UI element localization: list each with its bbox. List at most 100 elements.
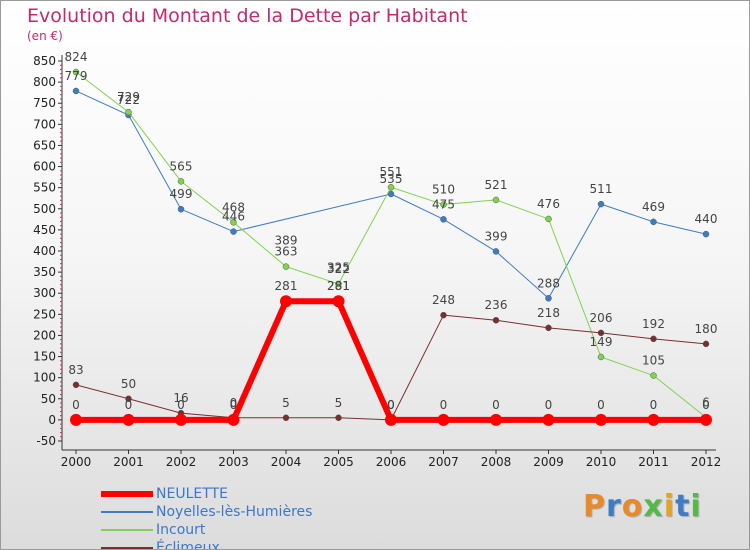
data-label: 511 <box>590 182 613 196</box>
x-tick-label: 2012 <box>691 455 722 469</box>
data-point <box>650 372 657 379</box>
y-tick-label: 600 <box>33 160 56 174</box>
y-tick-label: 450 <box>33 223 56 237</box>
data-point <box>700 413 712 426</box>
y-tick-label: 650 <box>33 138 56 152</box>
data-label: 0 <box>650 398 658 412</box>
y-tick-label: -50 <box>36 434 56 448</box>
data-point <box>227 413 240 426</box>
data-label: 322 <box>327 262 350 276</box>
data-label: 281 <box>275 279 298 293</box>
data-label: 218 <box>537 306 560 320</box>
x-tick-label: 2008 <box>481 455 512 469</box>
proxiti-logo: Proxiti <box>583 489 702 524</box>
data-point <box>440 201 447 208</box>
data-label: 729 <box>117 90 140 104</box>
data-label: 5 <box>282 396 290 410</box>
y-tick-label: 550 <box>33 181 56 195</box>
y-tick-label: 400 <box>33 244 56 258</box>
y-tick-label: 100 <box>33 371 56 385</box>
data-label: 0 <box>387 398 395 412</box>
data-label: 521 <box>485 178 508 192</box>
data-point <box>335 280 342 288</box>
y-tick-label: 350 <box>33 265 56 279</box>
logo-letter: i <box>690 489 702 524</box>
data-label: 389 <box>275 234 298 248</box>
y-tick-label: 50 <box>41 392 56 406</box>
data-point <box>70 413 82 426</box>
data-label: 0 <box>72 398 80 412</box>
chart-title: Evolution du Montant de la Dette par Hab… <box>27 5 468 27</box>
legend-swatch <box>101 529 153 531</box>
y-tick-label: 200 <box>33 328 56 342</box>
data-label: 475 <box>432 197 455 211</box>
data-label: 281 <box>327 279 350 293</box>
data-point <box>175 413 187 426</box>
logo-letter: x <box>643 489 664 524</box>
data-label: 83 <box>68 363 83 377</box>
data-label: 551 <box>380 165 403 179</box>
data-label: 0 <box>545 398 553 412</box>
data-label: 50 <box>121 377 136 391</box>
data-point <box>597 353 605 361</box>
data-point <box>125 395 132 403</box>
data-point <box>702 230 710 238</box>
x-tick-label: 2001 <box>113 455 144 469</box>
data-label: 0 <box>230 398 238 412</box>
x-tick-label: 2004 <box>271 455 302 469</box>
data-point <box>545 324 552 332</box>
y-tick-label: 500 <box>33 202 56 216</box>
data-label: 722 <box>117 93 140 107</box>
data-label: 0 <box>597 398 605 412</box>
data-label: 535 <box>380 172 403 186</box>
data-point <box>72 87 80 95</box>
data-point <box>335 414 342 422</box>
data-point <box>387 183 395 191</box>
data-point <box>545 295 552 302</box>
logo-letter: t <box>675 489 691 524</box>
data-label: 0 <box>387 398 395 412</box>
data-label: 281 <box>327 279 350 293</box>
legend-item-eclimeux: Éclimeux <box>101 539 312 550</box>
legend-swatch <box>101 547 153 549</box>
legend-item-neulette: NEULETTE <box>101 485 312 503</box>
y-tick-label: 150 <box>33 350 56 364</box>
y-tick-label: 300 <box>33 286 56 300</box>
data-label: 499 <box>170 187 193 201</box>
data-point <box>647 413 660 426</box>
data-label: 0 <box>492 398 500 412</box>
data-label: 16 <box>173 391 188 405</box>
data-point <box>542 413 555 426</box>
data-label: 565 <box>170 159 193 173</box>
data-label: 248 <box>432 293 455 307</box>
logo-letter: P <box>583 489 606 524</box>
data-point <box>282 414 290 422</box>
data-point <box>230 228 237 235</box>
data-label: 206 <box>590 311 613 325</box>
data-label: 236 <box>485 298 508 312</box>
data-label: 6 <box>702 395 710 409</box>
data-point <box>597 200 605 208</box>
y-tick-label: 700 <box>33 117 56 131</box>
x-tick-label: 2005 <box>323 455 354 469</box>
data-point <box>72 68 80 76</box>
data-point <box>650 335 657 343</box>
x-tick-label: 2007 <box>428 455 459 469</box>
data-point <box>490 413 502 426</box>
data-point <box>650 218 657 226</box>
data-point <box>702 340 710 348</box>
legend-label: Éclimeux <box>156 540 220 550</box>
data-point <box>385 413 397 426</box>
data-label: 399 <box>485 229 508 243</box>
y-tick-label: 250 <box>33 307 56 321</box>
series-line <box>75 71 707 418</box>
data-label: 288 <box>537 276 560 290</box>
legend-label: Incourt <box>156 522 206 538</box>
legend-label: NEULETTE <box>156 486 228 502</box>
data-label: 105 <box>642 354 665 368</box>
data-point <box>280 295 292 308</box>
data-label: 192 <box>642 317 665 331</box>
x-tick-label: 2009 <box>533 455 564 469</box>
data-label: 5 <box>335 396 343 410</box>
